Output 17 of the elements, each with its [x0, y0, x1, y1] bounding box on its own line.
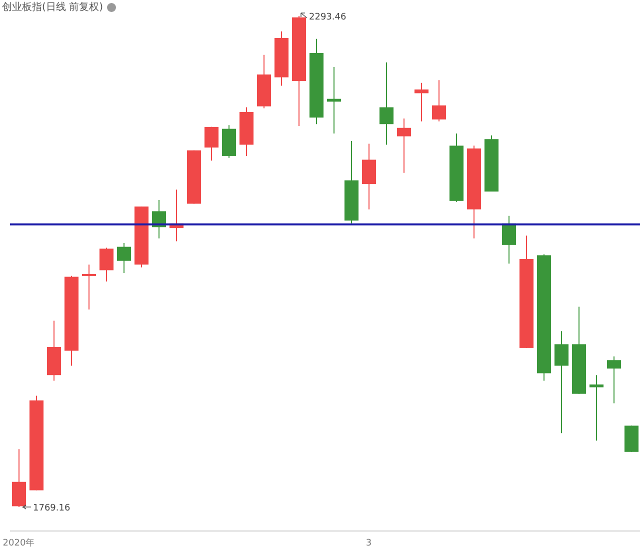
- candlestick: [589, 374, 604, 442]
- annotation: 2293.46: [309, 12, 346, 22]
- candlestick: [606, 356, 622, 404]
- candlestick: [414, 82, 429, 122]
- candlestick: [554, 330, 569, 434]
- candlestick: [99, 247, 114, 282]
- candlestick: [204, 126, 219, 162]
- candlestick: [379, 62, 394, 146]
- candlestick: [82, 264, 96, 310]
- candlestick: [432, 80, 446, 122]
- chart-title: 创业板指(日线 前复权): [2, 0, 103, 14]
- candlestick: [396, 118, 412, 174]
- annotation: 1769.16: [33, 503, 70, 514]
- candlestick: [116, 242, 132, 274]
- x-tick-label: 3: [366, 538, 372, 548]
- x-tick-label: 2020年: [2, 537, 35, 548]
- candlestick: [502, 215, 516, 264]
